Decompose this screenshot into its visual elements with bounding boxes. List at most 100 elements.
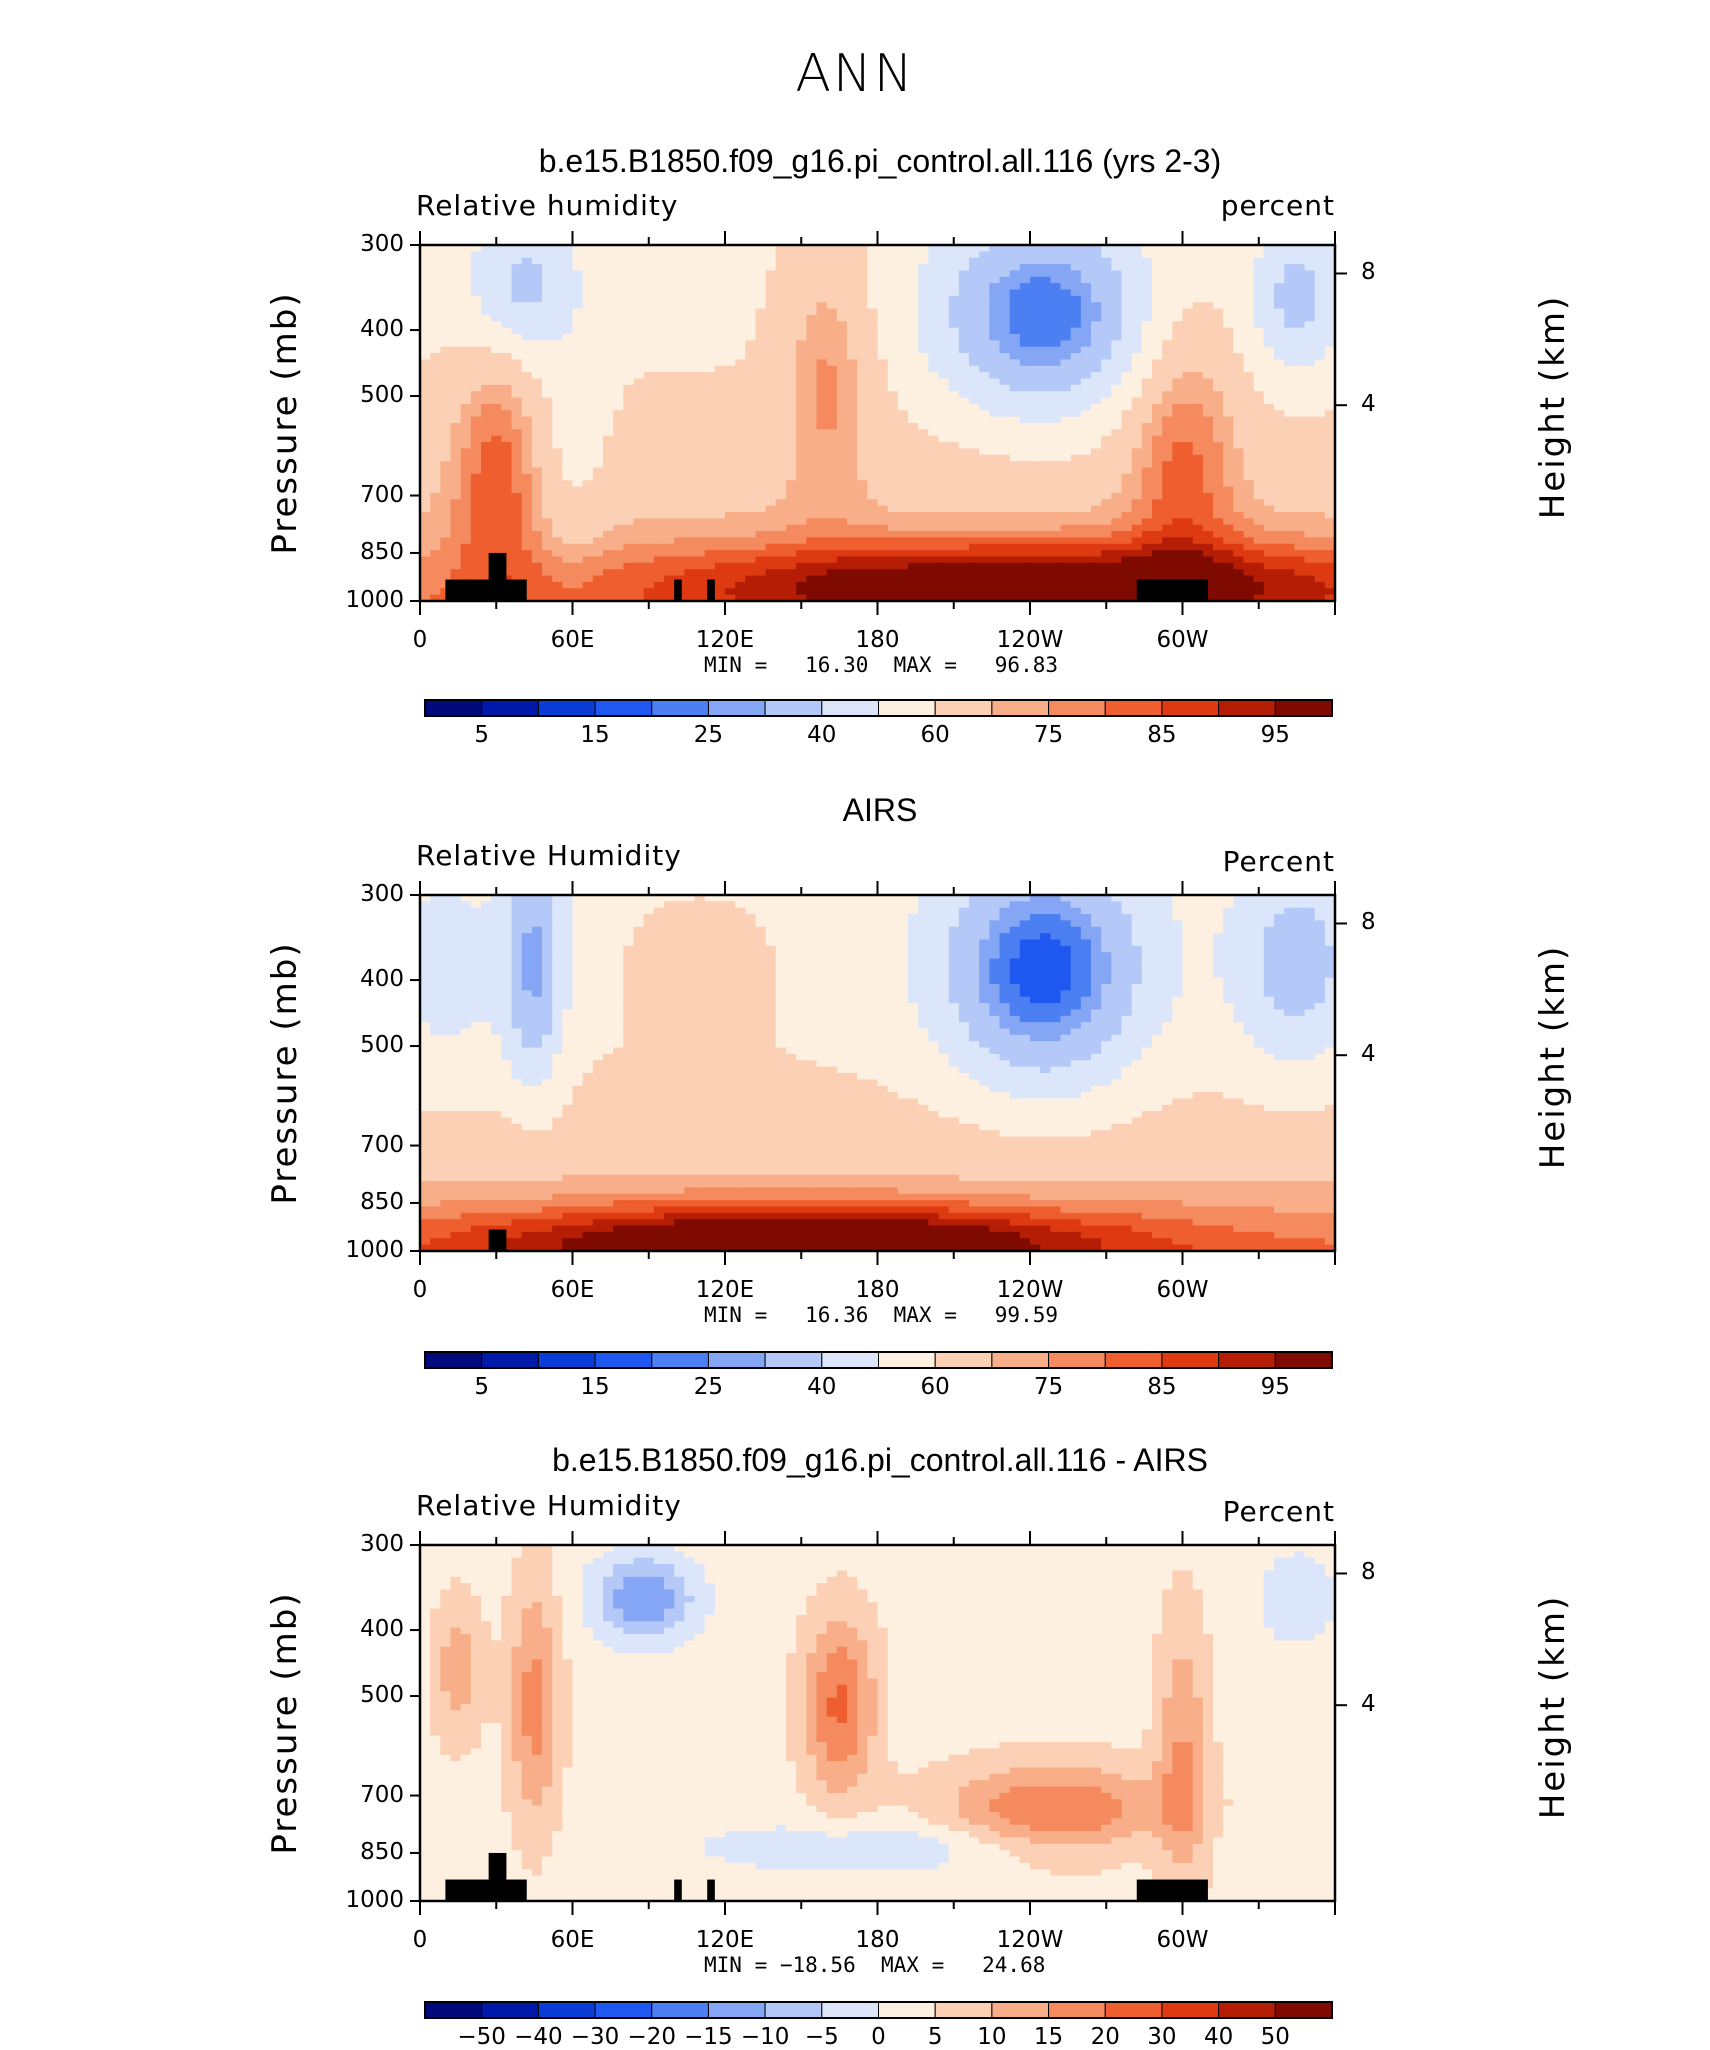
heatmap-cell [1294, 372, 1305, 379]
heatmap-cell [989, 455, 1000, 462]
heatmap-cell [756, 448, 767, 455]
heatmap-cell [725, 537, 736, 544]
heatmap-cell [1223, 531, 1234, 538]
heatmap-cell [1040, 315, 1051, 322]
heatmap-cell [644, 334, 655, 341]
heatmap-cell [512, 550, 523, 557]
heatmap-cell [1142, 347, 1153, 354]
heatmap-cell [1162, 302, 1173, 309]
heatmap-cell [573, 270, 584, 277]
heatmap-cell [623, 315, 634, 322]
heatmap-cell [949, 582, 960, 589]
heatmap-cell [1071, 493, 1082, 500]
heatmap-cell [705, 423, 716, 430]
heatmap-cell [695, 429, 706, 436]
heatmap-cell [735, 353, 746, 360]
heatmap-cell [827, 525, 838, 532]
heatmap-cell [1233, 448, 1244, 455]
heatmap-cell [888, 283, 899, 290]
heatmap-cell [461, 290, 472, 297]
heatmap-cell [471, 480, 482, 487]
heatmap-cell [1284, 563, 1295, 570]
heatmap-cell [725, 379, 736, 386]
heatmap-cell [634, 277, 645, 284]
heatmap-cell [857, 436, 868, 443]
heatmap-cell [1294, 468, 1305, 475]
heatmap-cell [776, 328, 787, 335]
heatmap-cell [1020, 537, 1031, 544]
heatmap-cell [1091, 264, 1102, 271]
heatmap-cell [766, 264, 777, 271]
heatmap-cell [908, 588, 919, 595]
heatmap-cell [1122, 588, 1133, 595]
heatmap-cell [766, 391, 777, 398]
heatmap-cell [806, 302, 817, 309]
heatmap-cell [1152, 474, 1163, 481]
heatmap-cell [573, 391, 584, 398]
heatmap-cell [420, 366, 431, 373]
heatmap-cell [552, 309, 563, 316]
heatmap-cell [1081, 264, 1092, 271]
heatmap-cell [420, 506, 431, 513]
heatmap-cell [715, 544, 726, 551]
heatmap-cell [837, 582, 848, 589]
heatmap-cell [949, 455, 960, 462]
heatmap-cell [1254, 487, 1265, 494]
heatmap-cell [562, 429, 573, 436]
heatmap-cell [420, 334, 431, 341]
heatmap-cell [1040, 391, 1051, 398]
heatmap-cell [1122, 359, 1133, 366]
heatmap-cell [613, 423, 624, 430]
heatmap-cell [1305, 557, 1316, 564]
heatmap-cell [939, 512, 950, 519]
heatmap-cell [888, 340, 899, 347]
heatmap-cell [583, 423, 594, 430]
heatmap-cell [1132, 315, 1143, 322]
heatmap-cell [1091, 309, 1102, 316]
heatmap-cell [1101, 347, 1112, 354]
heatmap-cell [613, 468, 624, 475]
heatmap-cell [573, 385, 584, 392]
heatmap-cell [1142, 417, 1153, 424]
heatmap-cell [735, 582, 746, 589]
heatmap-cell [1223, 309, 1234, 316]
heatmap-cell [491, 417, 502, 424]
heatmap-cell [1274, 353, 1285, 360]
heatmap-cell [420, 582, 431, 589]
heatmap-cell [1294, 347, 1305, 354]
heatmap-cell [695, 321, 706, 328]
heatmap-cell [1000, 512, 1011, 519]
heatmap-cell [481, 461, 492, 468]
heatmap-cell [552, 417, 563, 424]
heatmap-cell [1000, 372, 1011, 379]
heatmap-cell [420, 315, 431, 322]
heatmap-cell [918, 347, 929, 354]
heatmap-cell [440, 474, 451, 481]
heatmap-cell [715, 398, 726, 405]
heatmap-cell [532, 563, 543, 570]
heatmap-cell [827, 334, 838, 341]
heatmap-cell [1233, 385, 1244, 392]
heatmap-cell [1030, 525, 1041, 532]
heatmap-cell [1081, 290, 1092, 297]
heatmap-cell [796, 417, 807, 424]
heatmap-cell [552, 366, 563, 373]
heatmap-cell [1203, 372, 1214, 379]
heatmap-cell [430, 277, 441, 284]
heatmap-cell [1223, 480, 1234, 487]
heatmap-cell [593, 315, 604, 322]
heatmap-cell [928, 480, 939, 487]
heatmap-cell [1010, 493, 1021, 500]
heatmap-cell [1000, 347, 1011, 354]
heatmap-cell [766, 512, 777, 519]
heatmap-cell [1264, 461, 1275, 468]
heatmap-cell [959, 468, 970, 475]
heatmap-cell [644, 372, 655, 379]
heatmap-cell [756, 506, 767, 513]
heatmap-cell [532, 398, 543, 405]
heatmap-cell [440, 480, 451, 487]
heatmap-cell [613, 512, 624, 519]
heatmap-cell [1315, 309, 1326, 316]
heatmap-cell [857, 493, 868, 500]
heatmap-cell [562, 506, 573, 513]
